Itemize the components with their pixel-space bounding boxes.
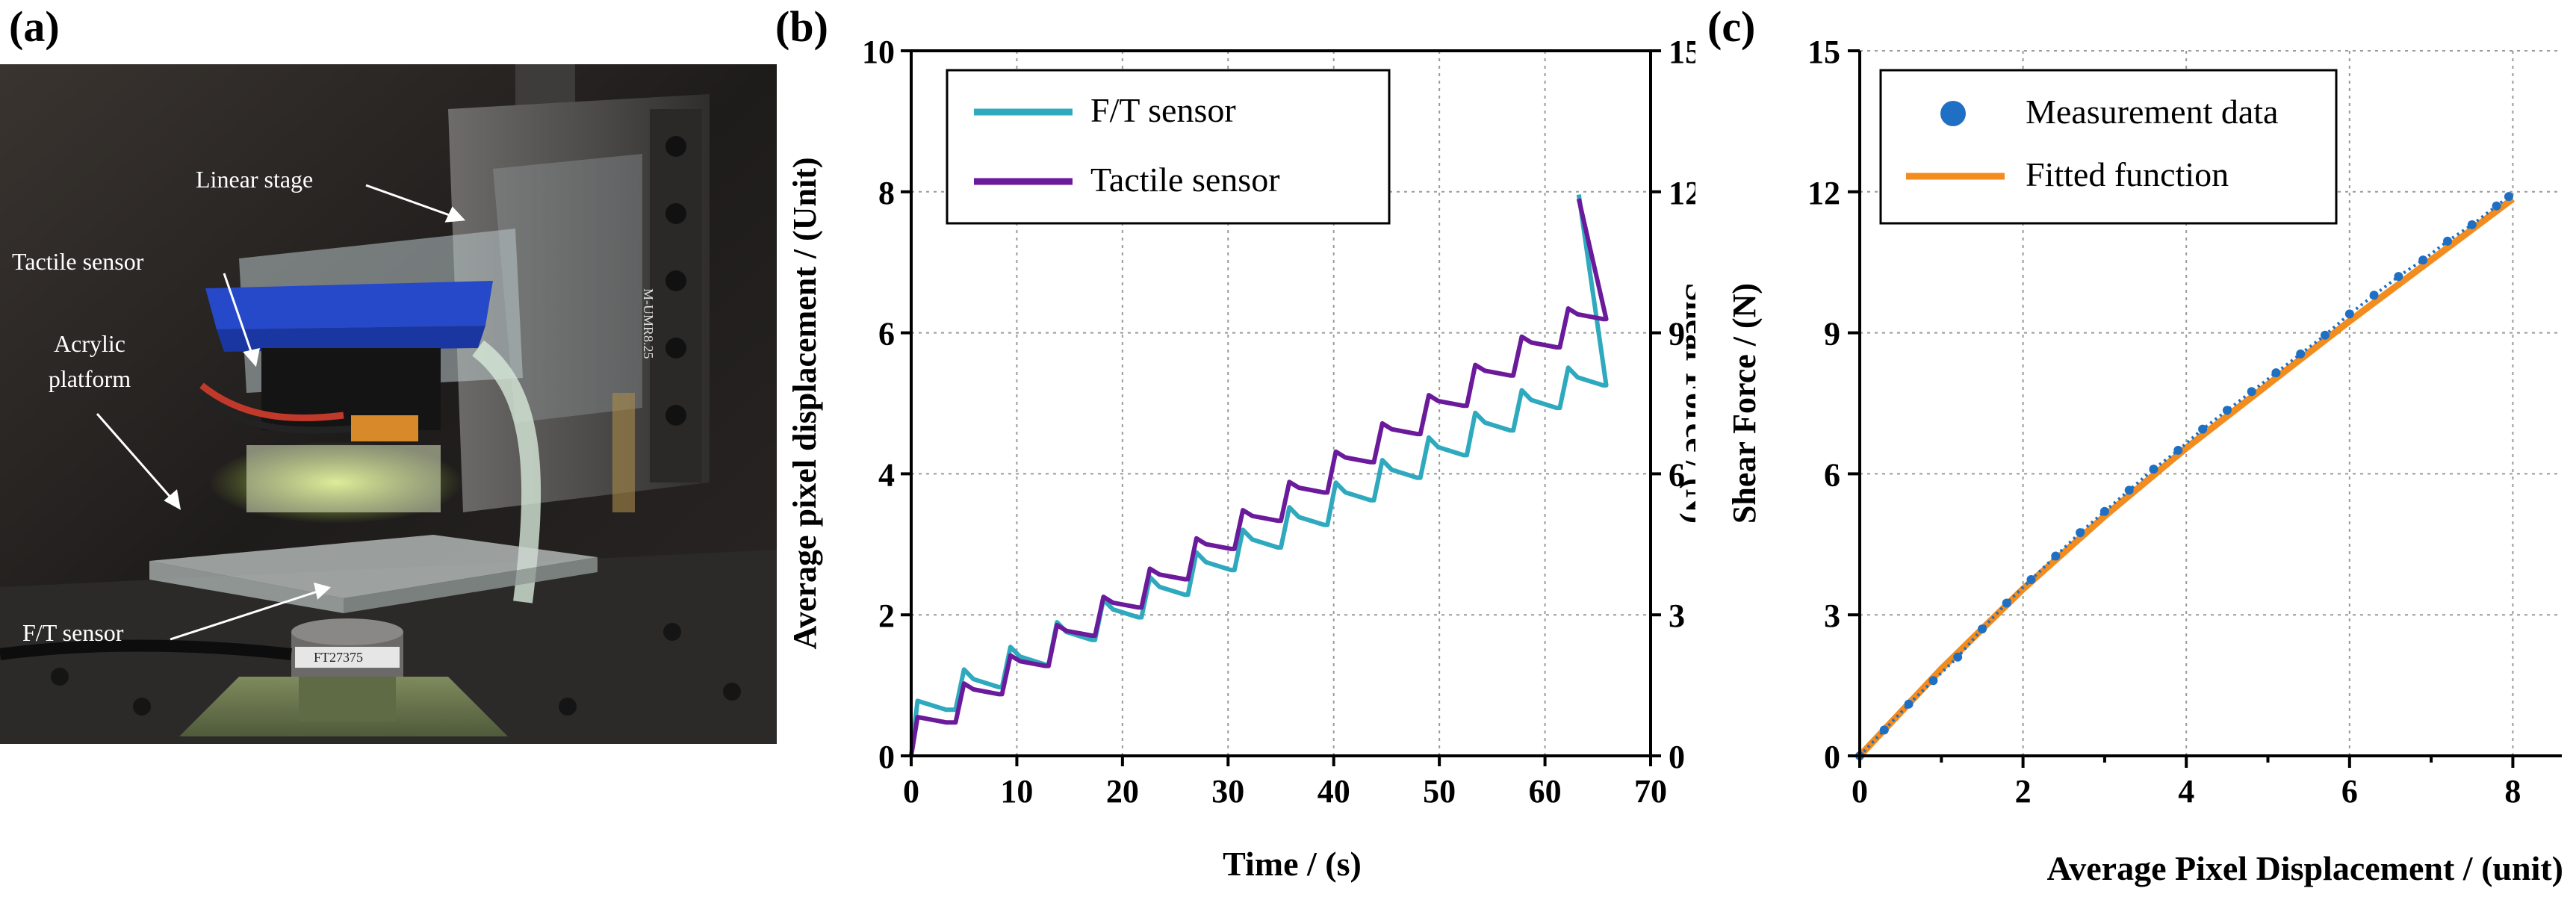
- chart-b-series-line-tactile-sensor: [909, 198, 1609, 757]
- chart-b-y2-tick-label-3: 9: [1669, 316, 1685, 353]
- label-linear-stage: Linear stage: [196, 166, 313, 193]
- chart-b-x-tick-label-1: 10: [1000, 773, 1033, 810]
- chart-b-x-label: Time / (s): [1223, 845, 1362, 883]
- chart-b-y-tick-label-3: 6: [878, 316, 895, 353]
- chart-b-x-tick-label-5: 50: [1423, 773, 1456, 810]
- chart-c-y-tick-label-2: 6: [1824, 456, 1840, 493]
- chart-b-series: [909, 194, 1609, 757]
- chart-b-x-ticks: 0 10 20 30 40 50 60 70: [903, 756, 1667, 810]
- chart-b-y-tick-label-2: 4: [878, 456, 895, 493]
- panel-label-c: (c): [1707, 2, 1756, 51]
- chart-c-y-tick-label-3: 9: [1824, 316, 1840, 353]
- chart-c-x-tick-label-1: 2: [2015, 773, 2032, 810]
- panel-label-b: (b): [775, 2, 828, 51]
- tactile-sensor-housing: [205, 281, 493, 329]
- chart-c-point-10: [2099, 506, 2109, 516]
- chart-c-y-tick-label-1: 3: [1824, 598, 1840, 634]
- chart-c-point-13: [2173, 445, 2183, 455]
- chart-c-legend: Measurement data Fitted function: [1879, 69, 2338, 225]
- chart-b-x-tick-label-2: 20: [1106, 773, 1139, 810]
- legend-label-measurement-data: Measurement data: [2026, 93, 2278, 131]
- chart-b-y2-tick-label-0: 0: [1669, 739, 1685, 775]
- chart-c-series: [1855, 192, 2516, 760]
- chart-b-series-line-f-t-sensor: [909, 194, 1609, 757]
- label-tactile-sensor: Tactile sensor: [12, 248, 144, 275]
- experimental-setup-photo: M-UMR8.25 FT27375: [0, 64, 777, 744]
- stage-plate-text: M-UMR8.25: [641, 288, 656, 359]
- legend-swatch-measurement-data: [1940, 101, 1966, 126]
- chart-c-y-tick-label-5: 15: [1807, 34, 1840, 70]
- chart-c-point-22: [2394, 272, 2403, 282]
- chart-c-point-25: [2467, 220, 2477, 229]
- chart-b-y-tick-label-4: 8: [878, 175, 895, 211]
- label-acrylic-platform-line2: platform: [49, 365, 131, 392]
- chart-b-x-tick-label-0: 0: [903, 773, 919, 810]
- panel-label-a: (a): [9, 2, 60, 51]
- label-ft-sensor: F/T sensor: [22, 619, 124, 646]
- chart-b-x-tick-label-4: 40: [1318, 773, 1350, 810]
- chart-b-x-tick-label-3: 30: [1211, 773, 1244, 810]
- chart-c-x-ticks: 0 2 4 6 8: [1852, 756, 2521, 810]
- chart-b-y-ticks: 0 2 4 6 8 10: [862, 34, 911, 775]
- chart-c-y-tick-label-0: 0: [1824, 739, 1840, 775]
- photo-illustration: M-UMR8.25 FT27375: [0, 64, 777, 744]
- chart-b-y2-ticks: 0 3 6 9 12 15: [1651, 34, 1695, 775]
- chart-c-x-tick-label-3: 6: [2341, 773, 2358, 810]
- chart-c-x-tick-label-0: 0: [1852, 773, 1868, 810]
- chart-calibration: 0 2 4 6 8 0 3 6 9 12 15 Average Pixel Displacemen…: [1726, 34, 2563, 887]
- chart-b-y-tick-label-1: 2: [878, 598, 895, 634]
- chart-time-series: 0 10 20 30 40 50 60 70 0 2 4 6 8 10 0 3 6 9 12 15 Time / …: [786, 34, 1695, 883]
- chart-c-x-tick-label-4: 8: [2504, 773, 2521, 810]
- chart-b-legend: F/T sensor Tactile sensor: [946, 69, 1391, 225]
- chart-c-x-tick-label-2: 4: [2178, 773, 2194, 810]
- label-acrylic-platform-line1: Acrylic: [54, 330, 125, 357]
- chart-b-frame: [910, 49, 1652, 757]
- ft-sensor-body-text: FT27375: [314, 650, 363, 665]
- chart-b-y2-label: Shear Force / (N): [1679, 283, 1695, 524]
- acrylic-platform-drawing: [149, 535, 598, 598]
- chart-b-y2-tick-label-2: 6: [1669, 456, 1685, 493]
- chart-c-y-ticks: 0 3 6 9 12 15: [1807, 34, 1860, 775]
- chart-c-point-16: [2247, 387, 2256, 397]
- chart-b-y-tick-label-5: 10: [862, 34, 895, 70]
- chart-b-y2-tick-label-5: 15: [1669, 34, 1695, 70]
- legend-label-tactile-sensor: Tactile sensor: [1090, 161, 1280, 199]
- chart-b-y-tick-label-0: 0: [878, 739, 895, 775]
- chart-c-point-1: [1879, 725, 1889, 735]
- chart-c-measurement-trace: [1858, 195, 2510, 757]
- chart-c-point-2: [1904, 699, 1914, 709]
- chart-b-y-label: Average pixel displacement / (Unit): [786, 157, 823, 649]
- chart-b-x-tick-label-7: 70: [1634, 773, 1667, 810]
- chart-c-y-tick-label-4: 12: [1807, 175, 1840, 211]
- chart-b-x-tick-label-6: 60: [1529, 773, 1562, 810]
- chart-b-y2-tick-label-1: 3: [1669, 598, 1685, 634]
- chart-c-y-label: Shear Force / (N): [1726, 283, 1763, 524]
- chart-b-y2-tick-label-4: 12: [1669, 175, 1695, 211]
- legend-label-fitted-function: Fitted function: [2026, 155, 2229, 193]
- chart-c-fitted-line: [1857, 196, 2516, 759]
- legend-label-ft-sensor: F/T sensor: [1090, 91, 1236, 129]
- chart-c-x-label: Average Pixel Displacement / (unit): [2046, 849, 2563, 887]
